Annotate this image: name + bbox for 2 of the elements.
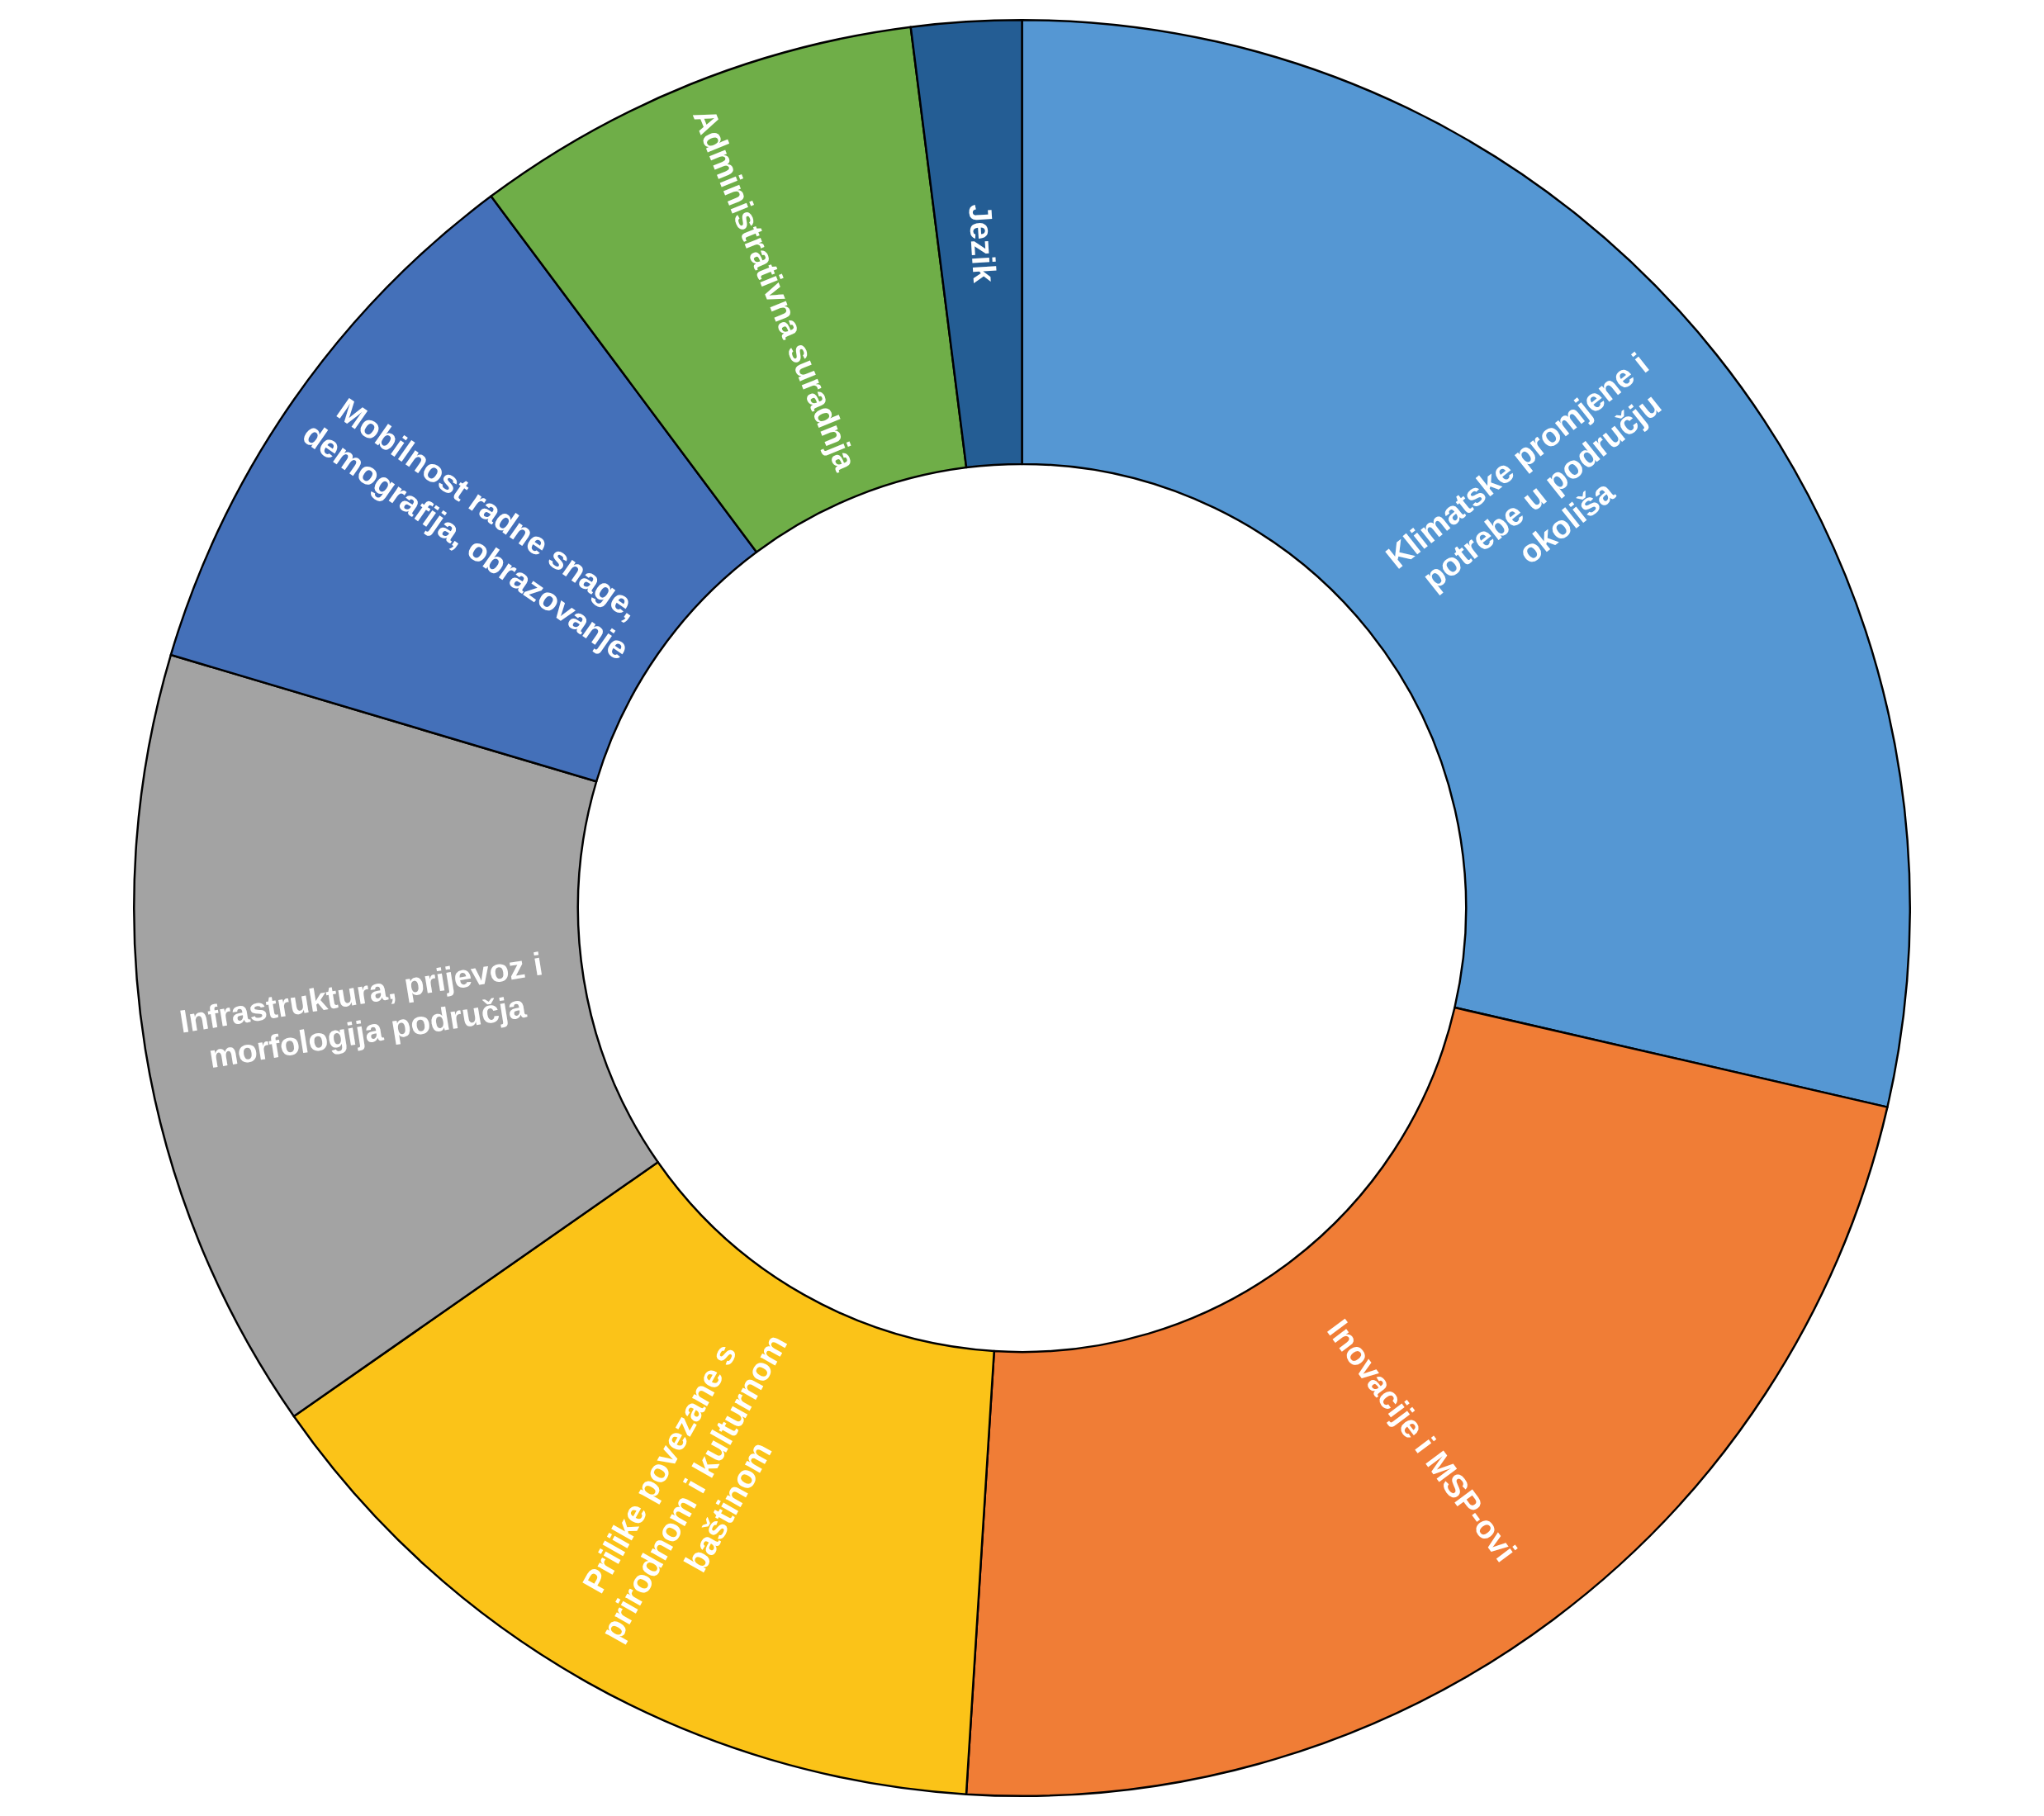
slice-label: Jezik [962, 202, 1003, 284]
slice-label: Infrastruktura, prijevoz i morfologija područja [177, 946, 545, 1075]
